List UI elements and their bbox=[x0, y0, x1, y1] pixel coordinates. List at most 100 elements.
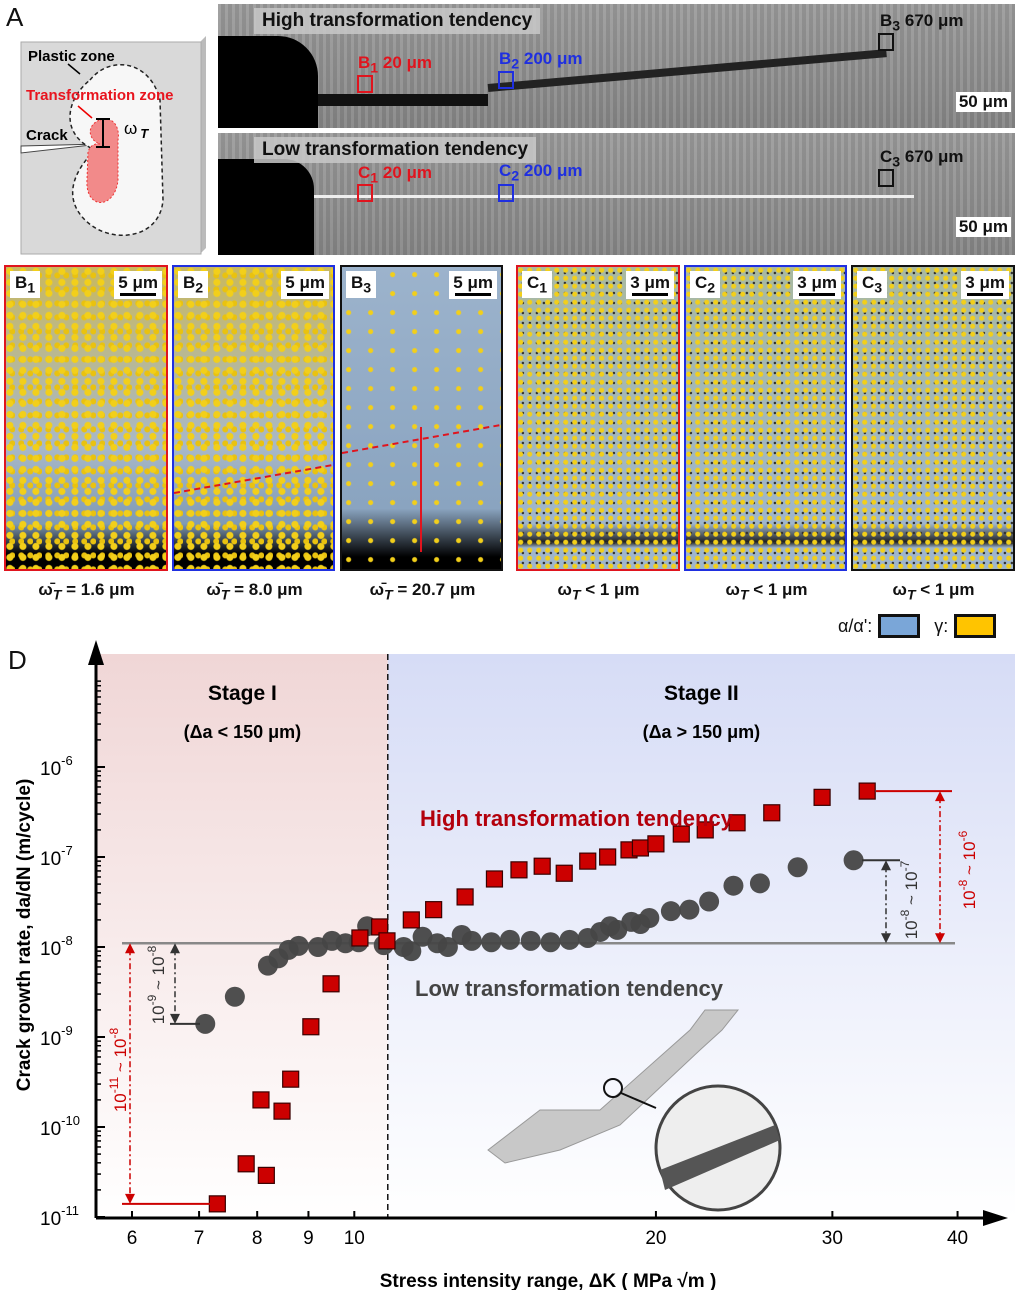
micrograph-c1: C1 3 μm bbox=[516, 265, 680, 571]
marker-box-c1 bbox=[357, 184, 373, 202]
y-tick-label: 10-9 bbox=[40, 1023, 73, 1050]
marker-label-c2: C2 200 μm bbox=[499, 161, 583, 185]
x-tick-label: 20 bbox=[645, 1228, 666, 1249]
micrograph-scale-bar: 3 μm bbox=[793, 271, 841, 299]
high-tendency-point bbox=[696, 821, 714, 839]
transformation-zone-label: Transformation zone bbox=[26, 87, 174, 104]
micrograph-label: C2 bbox=[690, 271, 721, 299]
low-tendency-point bbox=[224, 986, 245, 1007]
x-axis-label: Stress intensity range, ΔK ( MPa √m ) bbox=[380, 1271, 717, 1290]
stage-1-condition: (Δa < 150 μm) bbox=[184, 722, 302, 742]
panel-c-scale-bar: 50 μm bbox=[955, 217, 1011, 237]
high-tendency-point bbox=[728, 814, 746, 832]
caption-c2: ωT < 1 μm bbox=[725, 580, 808, 604]
arrow-head bbox=[125, 943, 135, 954]
high-tendency-point bbox=[672, 825, 690, 843]
arrow-head bbox=[881, 933, 891, 944]
x-tick-label: 40 bbox=[947, 1228, 968, 1249]
legend-alpha-label: α/α': bbox=[838, 615, 873, 636]
arrow-head bbox=[125, 1193, 135, 1204]
micrograph-label: B3 bbox=[346, 271, 377, 299]
panel-b-scale-bar: 50 μm bbox=[955, 92, 1011, 112]
high-tendency-point bbox=[257, 1166, 275, 1184]
plastic-zone-arrow bbox=[67, 63, 81, 75]
y-tick-label: 10-6 bbox=[40, 753, 73, 780]
high-tendency-point bbox=[579, 852, 597, 870]
caption-b3: ω̄T = 20.7 μm bbox=[369, 580, 476, 604]
low-tendency-point bbox=[437, 937, 458, 957]
y-axis-arrow bbox=[88, 640, 104, 665]
panel-d-label: D bbox=[8, 645, 27, 675]
micrograph-c2: C2 3 μm bbox=[684, 265, 847, 571]
stage-1-title: Stage I bbox=[208, 682, 277, 705]
crack-label: Crack bbox=[26, 127, 68, 144]
low-tendency-point bbox=[481, 932, 502, 953]
low-tendency-point bbox=[195, 1013, 216, 1034]
high-tendency-point bbox=[425, 901, 443, 919]
high-tendency-point bbox=[351, 929, 369, 947]
x-tick-label: 10 bbox=[344, 1228, 365, 1249]
high-tendency-point bbox=[273, 1102, 291, 1120]
arrow-head bbox=[881, 860, 891, 871]
transformation-zone-arrow bbox=[77, 105, 93, 119]
high-tendency-point bbox=[647, 835, 665, 853]
marker-label-c3: C3 670 μm bbox=[880, 147, 964, 171]
high-tendency-point bbox=[378, 932, 396, 950]
series-label-low: Low transformation tendency bbox=[415, 976, 724, 1001]
x-axis-arrow bbox=[983, 1210, 1008, 1226]
low-tendency-point bbox=[520, 930, 541, 951]
high-tendency-point bbox=[302, 1018, 320, 1036]
range-annotation-label: 10-9 ~ 10-8 bbox=[145, 945, 168, 1024]
stage-2-condition: (Δa > 150 μm) bbox=[643, 722, 761, 742]
micrograph-c3: C3 3 μm bbox=[851, 265, 1015, 571]
low-tendency-point bbox=[843, 850, 864, 871]
micrograph-label: B2 bbox=[178, 271, 209, 299]
range-annotation-label: 10-11 ~ 10-8 bbox=[107, 1028, 130, 1113]
micrograph-scale-bar: 5 μm bbox=[114, 271, 162, 299]
x-tick-label: 30 bbox=[822, 1228, 843, 1249]
high-tendency-point bbox=[763, 804, 781, 822]
marker-box-b1 bbox=[357, 75, 373, 93]
phase-legend: α/α': γ: bbox=[838, 614, 997, 638]
arrow-head bbox=[935, 791, 945, 802]
caption-c3: ωT < 1 μm bbox=[892, 580, 975, 604]
low-tendency-point bbox=[787, 857, 808, 878]
legend-gamma-label: γ: bbox=[934, 615, 949, 636]
caption-b1: ω̄T = 1.6 μm bbox=[38, 580, 135, 604]
panel-b-sem-image: High transformation tendency B1 20 μm B2… bbox=[218, 4, 1015, 128]
micrograph-scale-bar: 3 μm bbox=[961, 271, 1009, 299]
y-axis-label: Crack growth rate, da/dN (m/cycle) bbox=[14, 779, 35, 1092]
high-tendency-point bbox=[533, 857, 551, 875]
micrograph-label: B1 bbox=[10, 271, 41, 299]
y-tick-label: 10-11 bbox=[40, 1203, 79, 1230]
high-tendency-point bbox=[858, 782, 876, 800]
low-tendency-point bbox=[288, 935, 309, 956]
x-tick-label: 7 bbox=[194, 1228, 205, 1249]
low-tendency-point bbox=[499, 929, 520, 950]
x-tick-label: 9 bbox=[303, 1228, 314, 1249]
micrograph-scale-bar: 5 μm bbox=[449, 271, 497, 299]
caption-b2: ω̄T = 8.0 μm bbox=[206, 580, 303, 604]
marker-label-b2: B2 200 μm bbox=[499, 49, 583, 73]
low-tendency-point bbox=[540, 932, 561, 953]
high-tendency-point bbox=[485, 870, 504, 888]
high-tendency-point bbox=[510, 861, 528, 879]
range-annotation-label: 10-8 ~ 10-7 bbox=[898, 860, 921, 939]
panel-c-sem-image: Low transformation tendency C1 20 μm C2 … bbox=[218, 133, 1015, 255]
high-tendency-point bbox=[555, 864, 573, 882]
crack-path bbox=[314, 195, 914, 198]
high-tendency-point bbox=[322, 975, 340, 993]
low-tendency-point bbox=[401, 941, 422, 962]
low-tendency-point bbox=[639, 908, 660, 929]
micrograph-b3: B3 5 μm bbox=[340, 265, 503, 571]
high-tendency-point bbox=[599, 848, 617, 866]
transformation-zone-shape bbox=[86, 118, 119, 203]
caption-c1: ωT < 1 μm bbox=[557, 580, 640, 604]
legend-gamma-swatch bbox=[954, 614, 997, 638]
high-tendency-point bbox=[402, 911, 420, 929]
micrograph-b1: B1 5 μm bbox=[4, 265, 168, 571]
y-tick-label: 10-7 bbox=[40, 843, 73, 870]
high-tendency-point bbox=[282, 1070, 300, 1088]
